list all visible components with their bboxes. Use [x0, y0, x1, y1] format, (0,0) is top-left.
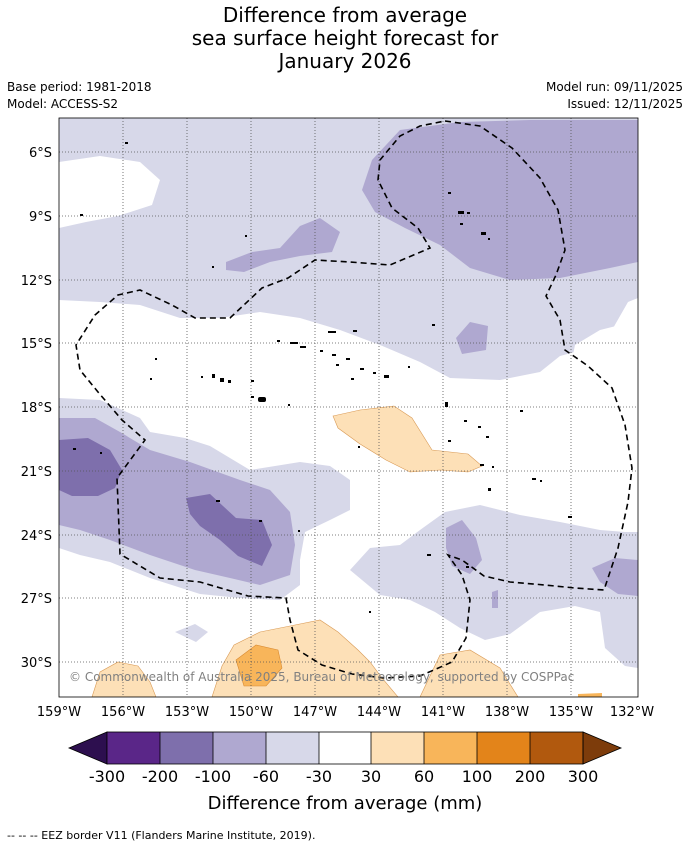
anomaly-gap-top-left: [59, 156, 160, 228]
colorbar-tick-label: -60: [253, 767, 279, 786]
anomaly-region-positive-central: [332, 405, 483, 473]
anomaly-region-positive-southwest: [91, 661, 157, 697]
anomaly-patch-tiny-b: [175, 624, 208, 642]
lon-label: 153°W: [165, 705, 209, 720]
lat-label: 9°S: [29, 210, 52, 225]
lon-label: 132°W: [610, 705, 654, 720]
anomaly-region-positive-southeast: [419, 649, 519, 697]
lon-label: 144°W: [357, 705, 401, 720]
colorbar-tick-label: 300: [568, 767, 599, 786]
lon-label: 141°W: [421, 705, 465, 720]
lat-label: 21°S: [21, 465, 52, 480]
lon-label: 135°W: [549, 705, 593, 720]
eez-border: [75, 120, 633, 679]
colorbar-swatch: [530, 732, 583, 764]
anomaly-region-positive-strong: [235, 644, 283, 687]
lat-label: 18°S: [21, 401, 52, 416]
lon-label: 138°W: [485, 705, 529, 720]
eez-legend: -- -- -- EEZ border V11 (Flanders Marine…: [7, 829, 316, 842]
lon-label: 159°W: [37, 705, 81, 720]
lon-label: 156°W: [101, 705, 145, 720]
colorbar-swatch: [266, 732, 319, 764]
lat-label: 15°S: [21, 337, 52, 352]
title-line-2: sea surface height forecast for: [191, 26, 499, 50]
colorbar-tick-label: 100: [462, 767, 493, 786]
lon-label: 150°W: [229, 705, 273, 720]
anomaly-patch-tiny-a: [492, 590, 498, 608]
island-markers: [73, 142, 572, 613]
colorbar-tick-label: 60: [414, 767, 434, 786]
colorbar-swatch: [371, 732, 424, 764]
lon-label: 147°W: [293, 705, 337, 720]
map-frame: [58, 117, 639, 698]
anomaly-region-southeast-light: [350, 505, 638, 668]
lat-label: 30°S: [21, 656, 52, 671]
anomaly-patch-positive-edge: [578, 693, 602, 697]
colorbar-swatch: [107, 732, 160, 764]
model-run-date: Model run: 09/11/2025: [545, 80, 683, 94]
model-name: Model: ACCESS-S2: [7, 97, 119, 111]
colorbar-title: Difference from average (mm): [208, 793, 483, 814]
anomaly-patch-southeast: [446, 520, 482, 574]
map-title: Difference from average sea surface heig…: [0, 4, 690, 73]
colorbar-swatch: [319, 732, 371, 764]
base-period: Base period: 1981-2018: [7, 80, 152, 94]
title-line-1: Difference from average: [222, 3, 468, 27]
lat-label: 6°S: [29, 146, 52, 161]
colorbar-swatch: [160, 732, 213, 764]
colorbar-extend-low: [67, 731, 108, 765]
latitude-axis: 6°S 9°S 12°S 15°S 18°S 21°S 24°S 27°S 30…: [21, 146, 52, 671]
issued-date: Issued: 12/11/2025: [567, 97, 683, 111]
map-plot-area: © Commonwealth of Australia 2025, Bureau…: [59, 118, 638, 697]
metadata-right: Model run: 09/11/2025 Issued: 12/11/2025: [546, 79, 683, 113]
anomaly-patch-small: [456, 322, 488, 354]
longitude-axis: 159°W 156°W 153°W 150°W 147°W 144°W 141°…: [37, 705, 654, 720]
lat-label: 24°S: [21, 529, 52, 544]
metadata-left: Base period: 1981-2018 Model: ACCESS-S2: [7, 79, 152, 113]
lat-label: 12°S: [21, 274, 52, 289]
anomaly-patch-central: [226, 218, 340, 272]
colorbar-swatch: [424, 732, 477, 764]
title-line-3: January 2026: [278, 49, 412, 73]
colorbar-swatch: [213, 732, 266, 764]
colorbar-tick-label: -100: [195, 767, 231, 786]
colorbar-swatch: [477, 732, 530, 764]
colorbar: -300 -200 -100 -60 -30 30 60 100 200 300…: [67, 731, 623, 814]
colorbar-tick-label: 30: [361, 767, 381, 786]
colorbar-ticks: -300 -200 -100 -60 -30 30 60 100 200 300: [89, 767, 598, 786]
colorbar-extend-high: [582, 731, 623, 765]
colorbar-tick-label: 200: [515, 767, 546, 786]
map-gridlines: [59, 118, 638, 697]
colorbar-tick-label: -30: [306, 767, 332, 786]
anomaly-region-northeast: [362, 120, 638, 280]
anomaly-patch-east-edge: [592, 558, 638, 596]
anomaly-region-south-strong: [186, 494, 272, 566]
copyright-notice: © Commonwealth of Australia 2025, Bureau…: [69, 670, 574, 684]
anomaly-region-southwest-strong: [59, 438, 122, 496]
anomaly-gap-east: [572, 298, 638, 410]
colorbar-tick-label: -300: [89, 767, 125, 786]
lat-label: 27°S: [21, 592, 52, 607]
colorbar-tick-label: -200: [142, 767, 178, 786]
